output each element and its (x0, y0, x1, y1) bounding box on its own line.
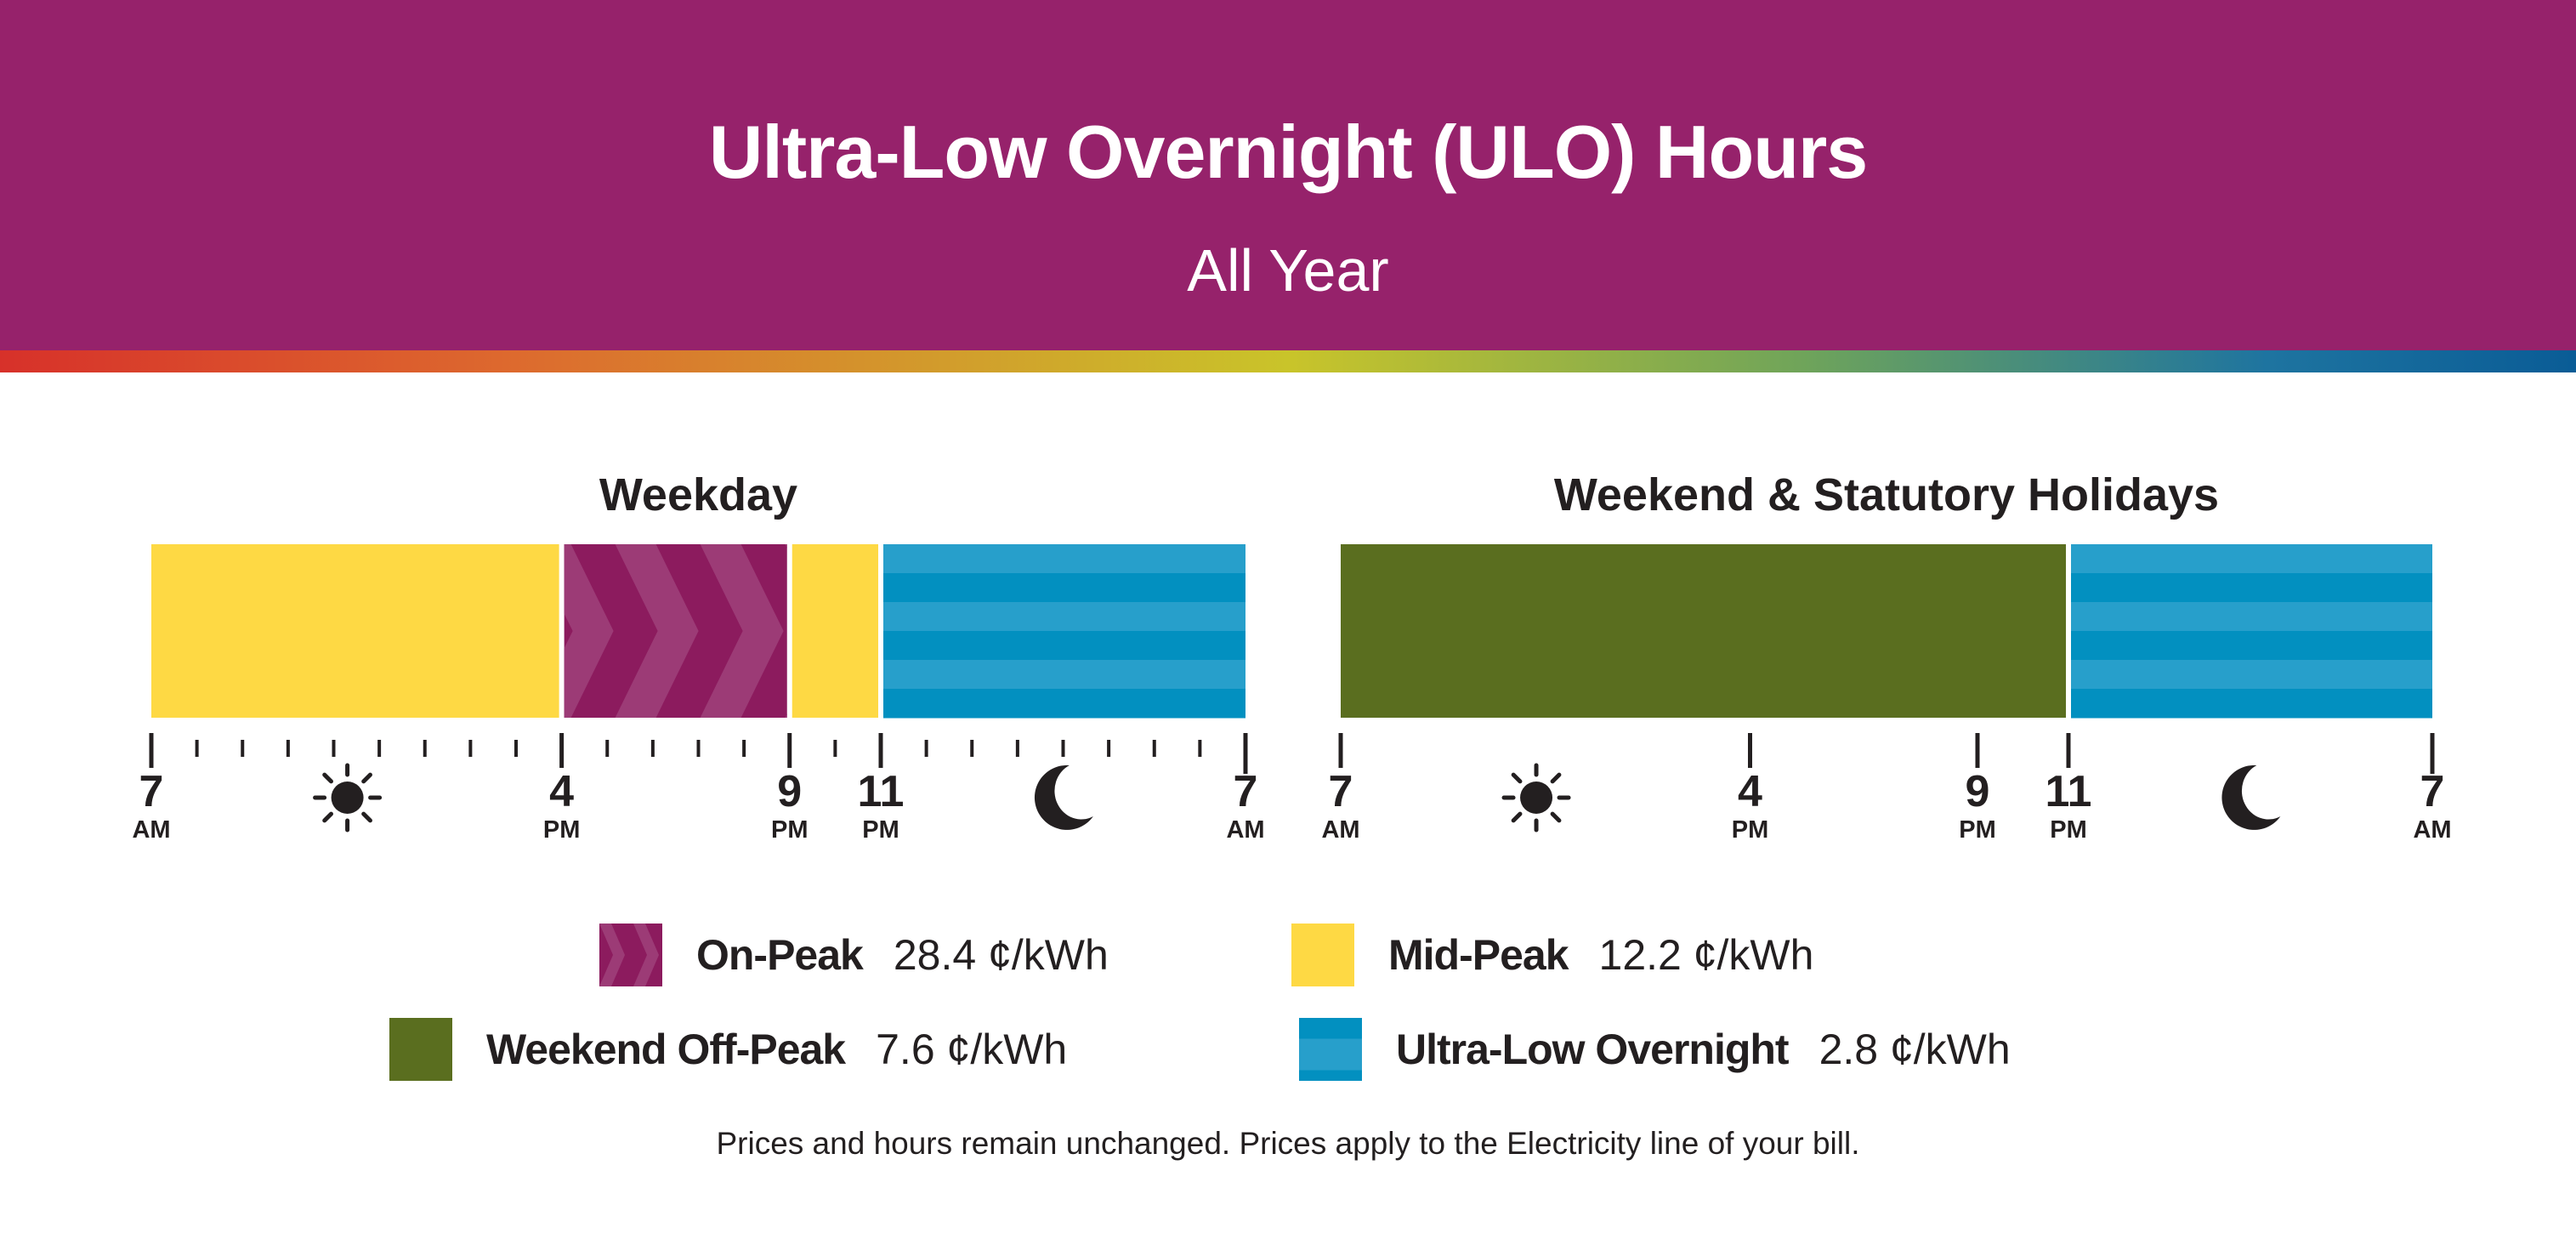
segment-mid-peak (792, 544, 878, 718)
chart-title: Weekday (599, 469, 797, 520)
sun-icon (313, 763, 383, 833)
mid-peak-swatch (1291, 924, 1354, 986)
tick-label-hour: 4 (1738, 767, 1762, 816)
legend-on-peak: On-Peak 28.4 ¢/kWh (599, 924, 1109, 986)
tick-label-ampm: AM (2413, 816, 2451, 844)
legend-label: Weekend Off-Peak (486, 1026, 846, 1073)
tick-label-hour: 4 (549, 767, 574, 816)
tick-label-hour: 7 (1234, 767, 1258, 816)
legend-label: On-Peak (696, 931, 864, 979)
footnote: Prices and hours remain unchanged. Price… (716, 1126, 1860, 1161)
segment-ultra-low-overnight (2071, 544, 2432, 719)
moon-icon (2221, 764, 2281, 830)
tick-label-ampm: PM (2050, 816, 2087, 844)
tick-label-ampm: PM (1959, 816, 1996, 844)
tick-label-hour: 11 (858, 767, 905, 816)
legend-mid-peak: Mid-Peak 12.2 ¢/kWh (1291, 924, 1813, 986)
page-subtitle: All Year (1187, 237, 1389, 304)
moon-icon (1034, 764, 1093, 830)
legend-price: 28.4 ¢/kWh (893, 931, 1109, 979)
segment-on-peak (564, 544, 787, 718)
tick-label-ampm: PM (862, 816, 899, 844)
tick-label-ampm: PM (771, 816, 809, 844)
legend-price: 12.2 ¢/kWh (1598, 931, 1814, 979)
tick-label-hour: 7 (1329, 767, 1353, 816)
legend-price: 2.8 ¢/kWh (1819, 1026, 2011, 1073)
segment-mid-peak (151, 544, 559, 718)
header-banner: Ultra-Low Overnight (ULO) Hours All Year (0, 0, 2576, 350)
tick-label-hour: 9 (777, 767, 802, 816)
tick-label-ampm: PM (1732, 816, 1769, 844)
segment-weekend-off-peak (1341, 544, 2066, 718)
tick-label-ampm: AM (1226, 816, 1264, 844)
on-peak-swatch (599, 924, 662, 986)
gradient-band (0, 350, 2576, 372)
tick-label-hour: 9 (1966, 767, 1990, 816)
legend-ultra-low-overnight: Ultra-Low Overnight 2.8 ¢/kWh (1299, 1018, 2011, 1081)
tick-label-ampm: PM (543, 816, 581, 844)
legend-label: Ultra-Low Overnight (1396, 1026, 1790, 1073)
chart-title: Weekend & Statutory Holidays (1554, 469, 2219, 520)
tick-label-ampm: AM (1321, 816, 1359, 844)
ulo-swatch (1299, 1018, 1362, 1081)
segment-ultra-low-overnight (883, 544, 1245, 719)
off-peak-swatch (389, 1018, 452, 1081)
tick-label-ampm: AM (132, 816, 170, 844)
legend-weekend-off-peak: Weekend Off-Peak 7.6 ¢/kWh (389, 1018, 1067, 1081)
tick-label-hour: 11 (2045, 767, 2092, 816)
sun-icon (1501, 763, 1571, 833)
legend-price: 7.6 ¢/kWh (876, 1026, 1068, 1073)
tick-label-hour: 7 (139, 767, 164, 816)
legend-label: Mid-Peak (1388, 931, 1569, 979)
page-title: Ultra-Low Overnight (ULO) Hours (708, 110, 1868, 194)
tick-label-hour: 7 (2420, 767, 2445, 816)
